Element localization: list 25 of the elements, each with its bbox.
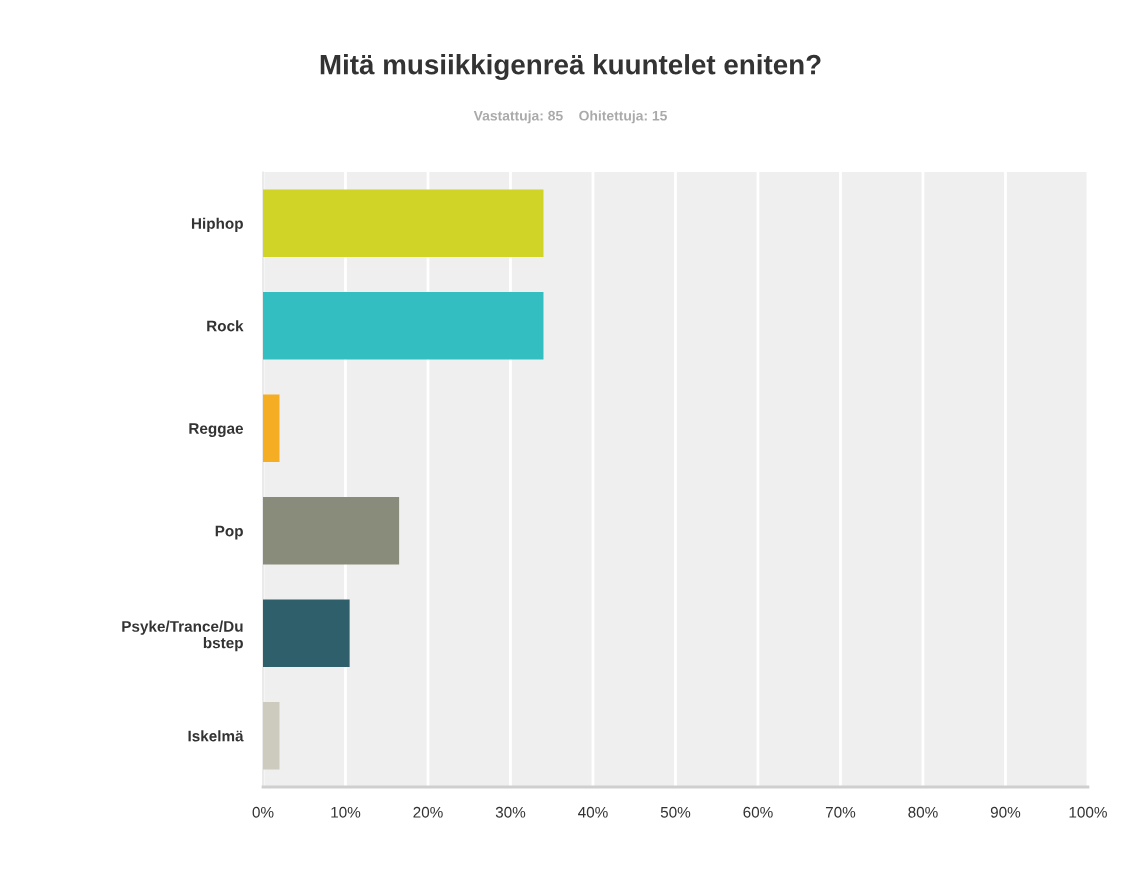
x-tick-label: 0% xyxy=(252,806,274,818)
bar xyxy=(263,599,350,668)
x-tick-label: 90% xyxy=(990,806,1021,818)
bar xyxy=(263,701,280,770)
y-tick-label: Hiphop xyxy=(191,217,243,232)
y-tick-label: Pop xyxy=(215,525,243,540)
x-tick-label: 80% xyxy=(908,806,938,818)
x-tick-label: 60% xyxy=(743,806,773,818)
x-tick-label: 10% xyxy=(331,806,361,818)
x-tick-label: 30% xyxy=(495,806,526,818)
chart-subtitle: Vastattuja: 85 Ohitettuja: 15 xyxy=(473,110,667,124)
x-tick-label: 40% xyxy=(578,806,608,818)
x-tick-label: 50% xyxy=(660,806,691,818)
chart-title: Mitä musiikkigenreä kuuntelet eniten? xyxy=(320,54,821,81)
y-tick-label: Iskelmä xyxy=(188,730,244,742)
y-tick-label: Psyke/Trance/Du bstep xyxy=(122,620,243,652)
x-tick-label: 20% xyxy=(413,806,443,818)
bar xyxy=(263,291,544,360)
x-tick-label: 70% xyxy=(825,806,856,818)
y-tick-label: Reggae xyxy=(189,423,244,437)
y-tick-label: Rock xyxy=(207,320,244,332)
bar xyxy=(263,394,280,463)
bar xyxy=(263,189,544,258)
bar xyxy=(263,496,400,565)
x-tick-label: 100% xyxy=(1069,806,1107,818)
